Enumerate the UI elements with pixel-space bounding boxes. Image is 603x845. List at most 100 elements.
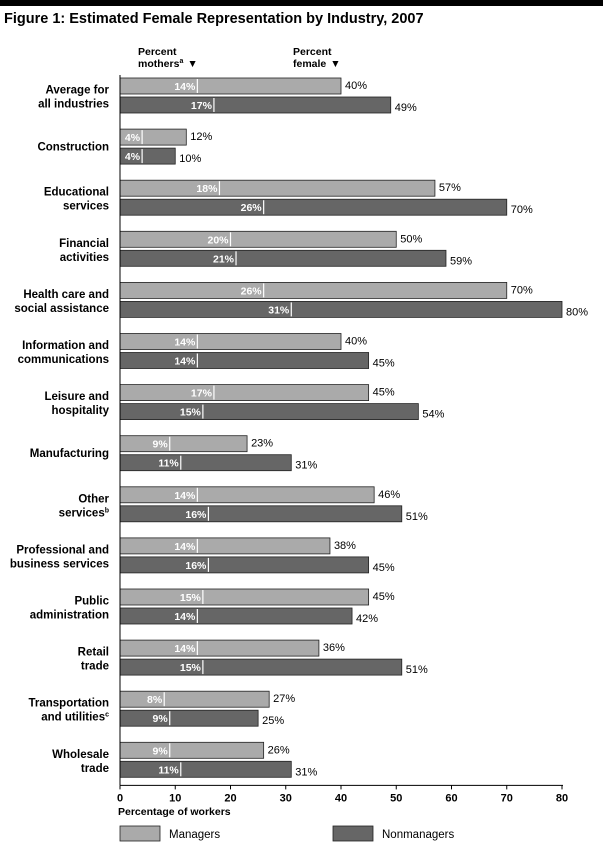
female-value-label: 26% <box>268 744 290 756</box>
managers-bar <box>119 281 508 299</box>
nonmanagers-bar <box>119 556 370 574</box>
mothers-value-label: 16% <box>185 509 207 521</box>
category-label: servicesb <box>59 507 109 519</box>
mothers-value-label: 26% <box>241 285 263 297</box>
category-label: Health care and <box>23 289 109 301</box>
managers-bar <box>119 639 320 657</box>
category-label: Leisure and <box>44 391 109 403</box>
mothers-value-label: 9% <box>153 713 169 725</box>
female-value-label: 23% <box>251 438 273 450</box>
female-value-label: 45% <box>373 562 395 574</box>
mothers-value-label: 14% <box>174 611 196 623</box>
legend-swatch-managers <box>119 825 161 842</box>
mothers-value-label: 11% <box>158 458 179 470</box>
category-label: communications <box>18 354 109 366</box>
mothers-value-label: 14% <box>174 541 196 553</box>
female-value-label: 45% <box>373 387 395 399</box>
female-value-label: 31% <box>295 766 317 778</box>
legend-swatch-nonmanagers <box>332 825 374 842</box>
x-axis: 0 10 20 30 40 50 60 70 80 <box>117 75 568 804</box>
mothers-value-label: 4% <box>125 132 141 144</box>
female-value-label: 10% <box>179 153 201 165</box>
category-label: social assistance <box>14 303 109 315</box>
x-tick-label: 30 <box>280 792 292 804</box>
nonmanagers-bar <box>119 709 259 727</box>
header-mothers-sup: a <box>179 58 183 65</box>
female-value-label: 59% <box>450 255 472 267</box>
x-tick-label: 60 <box>445 792 457 804</box>
category-label: activities <box>60 252 109 264</box>
managers-bar <box>119 588 370 606</box>
mothers-value-label: 15% <box>180 662 202 674</box>
x-tick-label: 10 <box>169 792 181 804</box>
mothers-value-label: 4% <box>125 151 141 163</box>
header-mothers-text: mothers <box>138 58 180 70</box>
female-value-label: 70% <box>511 204 533 216</box>
managers-bar <box>119 384 370 402</box>
mothers-value-label: 9% <box>153 745 169 757</box>
mothers-value-label: 31% <box>268 304 290 316</box>
managers-bar <box>119 741 265 759</box>
legend-label-nonmanagers: Nonmanagers <box>382 829 454 841</box>
female-value-label: 45% <box>373 358 395 370</box>
female-value-label: 50% <box>400 233 422 245</box>
category-label: Retail <box>78 647 109 659</box>
category-label: Construction <box>37 142 109 154</box>
x-tick-label: 80 <box>556 792 568 804</box>
category-footnote-mark: c <box>105 712 109 719</box>
female-value-label: 51% <box>406 664 428 676</box>
female-value-label: 54% <box>422 409 444 421</box>
category-label: hospitality <box>51 405 109 417</box>
nonmanagers-bar <box>119 760 292 778</box>
nonmanagers-bar <box>119 300 563 318</box>
category-label: Information and <box>22 340 109 352</box>
female-value-label: 38% <box>334 540 356 552</box>
female-value-label: 12% <box>190 131 212 143</box>
mothers-value-label: 15% <box>180 592 202 604</box>
female-value-label: 42% <box>356 613 378 625</box>
category-label: all industries <box>38 99 109 111</box>
legend: Managers Nonmanagers <box>119 825 454 842</box>
managers-bar <box>119 435 248 453</box>
legend-label-managers: Managers <box>169 829 220 841</box>
mothers-value-label: 14% <box>174 490 196 502</box>
managers-bar <box>119 333 342 350</box>
mothers-value-label: 26% <box>241 202 263 214</box>
managers-bar <box>119 537 331 555</box>
female-value-label: 40% <box>345 336 367 348</box>
mothers-value-label: 21% <box>213 253 235 265</box>
x-tick-label: 0 <box>117 792 123 804</box>
category-label: Transportation <box>28 698 109 710</box>
mothers-value-label: 11% <box>158 764 179 776</box>
header-female-arrow: ▼ <box>330 58 340 70</box>
header-female-line1: Percent <box>293 46 332 58</box>
female-value-label: 70% <box>511 284 533 296</box>
x-tick-label: 40 <box>335 792 347 804</box>
category-label: trade <box>81 661 109 673</box>
managers-bar <box>119 77 342 95</box>
category-footnote-mark: b <box>105 507 109 514</box>
mothers-value-label: 16% <box>185 560 207 572</box>
managers-bar <box>119 690 270 708</box>
female-value-label: 80% <box>566 306 588 318</box>
category-label: services <box>63 201 109 213</box>
category-label: Manufacturing <box>30 448 109 460</box>
mothers-value-label: 18% <box>196 183 218 195</box>
category-label: Professional and <box>16 544 109 556</box>
female-value-label: 46% <box>378 489 400 501</box>
mothers-value-label: 14% <box>174 337 196 349</box>
category-label: Educational <box>44 187 109 199</box>
category-label: and utilitiesc <box>41 712 109 724</box>
mothers-value-label: 9% <box>153 439 169 451</box>
header-mothers-line2: mothersa ▼ <box>138 58 198 70</box>
header-mothers-line1: Percent <box>138 46 177 58</box>
female-value-label: 49% <box>395 102 417 114</box>
mothers-value-label: 20% <box>207 234 229 246</box>
category-label: Other <box>78 493 109 505</box>
bars-group: Average for all industries 14% 40% 17% 49% Con… <box>10 77 588 778</box>
female-value-label: 25% <box>262 715 284 727</box>
nonmanagers-bar <box>119 198 508 216</box>
header-female-text: female <box>293 58 326 70</box>
nonmanagers-bar <box>119 249 447 267</box>
